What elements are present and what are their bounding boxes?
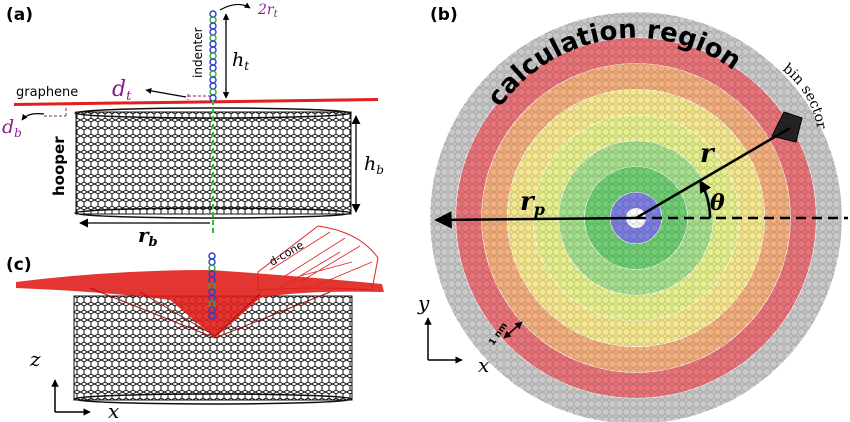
panel-c-label: (c) (6, 255, 32, 275)
scale-bar (503, 321, 523, 339)
d-b-label: db (2, 116, 22, 140)
d-t-bracket (187, 94, 212, 100)
indenter-bead (209, 40, 217, 48)
hooper-bottom-rim-c (73, 393, 353, 405)
indenter-bead (209, 58, 217, 66)
indenter-bead (209, 22, 217, 30)
graphene-sheet (14, 98, 378, 106)
indenter-bead (209, 34, 217, 42)
graphene-cone-mesh (89, 287, 331, 339)
indenter-bead (209, 46, 217, 54)
indenter-bead (209, 10, 217, 18)
indenter-label: indenter (191, 27, 205, 78)
indenter-bead (209, 64, 217, 72)
indenter-bead (209, 70, 217, 78)
r-b-label: rb (138, 223, 158, 250)
radius-t-arrow (219, 2, 251, 11)
indenter-bead (209, 16, 217, 24)
two-r-t-label: 2rt (257, 2, 279, 20)
indenter-tube (209, 10, 217, 102)
deformed-graphene (16, 270, 384, 338)
indenter-bead (209, 76, 217, 84)
r-line (635, 126, 791, 220)
panel-b: (b) calculation region bin sector r θ rp… (417, 5, 848, 422)
h-t-label: ht (232, 49, 249, 73)
theta-label: θ (710, 190, 725, 216)
d-b-bracket (44, 108, 67, 117)
d-cone-flap-mesh (269, 231, 373, 289)
panel-c: (c) d-cone z x (6, 225, 384, 422)
axis-x-label-b: x (478, 353, 489, 377)
hooper-label: hooper (50, 136, 68, 196)
indenter-bead (209, 88, 217, 96)
d-cone-label: d-cone (267, 238, 306, 268)
r-label: r (700, 139, 716, 169)
panel-a-label: (a) (6, 5, 33, 25)
indenter-bead (209, 28, 217, 36)
indenter-tube-c (208, 252, 216, 320)
graphene-label: graphene (16, 85, 78, 100)
indenter-bead (208, 252, 216, 260)
indenter-bead (208, 258, 216, 266)
theta-arc (698, 179, 712, 219)
indenter-bead (208, 312, 216, 320)
d-cone-flap (257, 225, 379, 291)
indenter-bead (208, 264, 216, 272)
r-p-label: rp (520, 187, 545, 219)
panel-b-label: (b) (430, 5, 458, 25)
axis-x-label: x (108, 399, 119, 422)
h-b-label: hb (364, 153, 384, 177)
axis-y-label: y (417, 291, 430, 315)
r-p-arrow (434, 211, 637, 229)
d-b-arrow (21, 113, 45, 121)
panel-a: (a) hooper graphene indenter 2rt ht dt (2, 2, 384, 250)
d-t-arrow (145, 87, 187, 98)
d-t-label: dt (112, 77, 132, 104)
indenter-bead (209, 82, 217, 90)
axis-z-label: z (29, 347, 41, 371)
indenter-bead (209, 52, 217, 60)
